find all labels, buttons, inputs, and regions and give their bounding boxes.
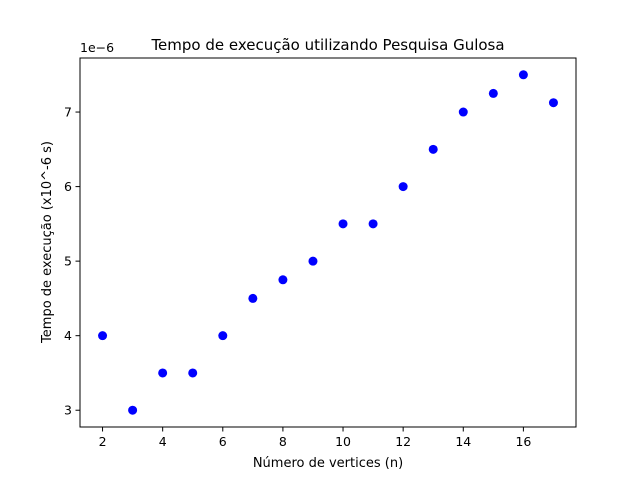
x-tick-label: 14 (455, 434, 471, 449)
y-tick-label: 4 (64, 328, 72, 343)
data-point (518, 70, 528, 80)
y-axis-offset-label: 1e−6 (80, 40, 114, 55)
data-point (98, 331, 108, 341)
y-tick-label: 5 (64, 254, 72, 269)
x-tick-label: 8 (279, 434, 287, 449)
data-point (428, 144, 438, 154)
data-point (458, 107, 468, 117)
data-point (368, 219, 378, 229)
y-axis-ticks: 3 4 5 6 7 (64, 105, 80, 418)
x-tick-label: 12 (395, 434, 411, 449)
data-point (188, 368, 198, 378)
data-point (278, 275, 288, 285)
plot-frame (79, 57, 577, 428)
data-point (548, 98, 558, 108)
y-tick-label: 6 (64, 179, 72, 194)
data-point (488, 88, 498, 98)
x-tick-label: 6 (219, 434, 227, 449)
data-point (398, 182, 408, 192)
data-points (98, 70, 558, 415)
data-point (158, 368, 168, 378)
data-point (338, 219, 348, 229)
chart-title: Tempo de execução utilizando Pesquisa Gu… (150, 36, 504, 54)
y-tick-label: 3 (64, 403, 72, 418)
x-tick-label: 10 (335, 434, 351, 449)
y-tick-label: 7 (64, 105, 72, 120)
data-point (218, 331, 228, 341)
x-tick-label: 16 (515, 434, 531, 449)
y-axis-label: Tempo de execução (x10^-6 s) (40, 141, 55, 344)
x-tick-label: 4 (159, 434, 167, 449)
data-point (248, 293, 258, 303)
data-point (128, 405, 138, 415)
x-tick-label: 2 (99, 434, 107, 449)
x-axis-label: Número de vertices (n) (253, 456, 403, 471)
x-axis-ticks: 2 4 6 8 10 12 14 16 (99, 427, 531, 449)
data-point (308, 256, 318, 266)
